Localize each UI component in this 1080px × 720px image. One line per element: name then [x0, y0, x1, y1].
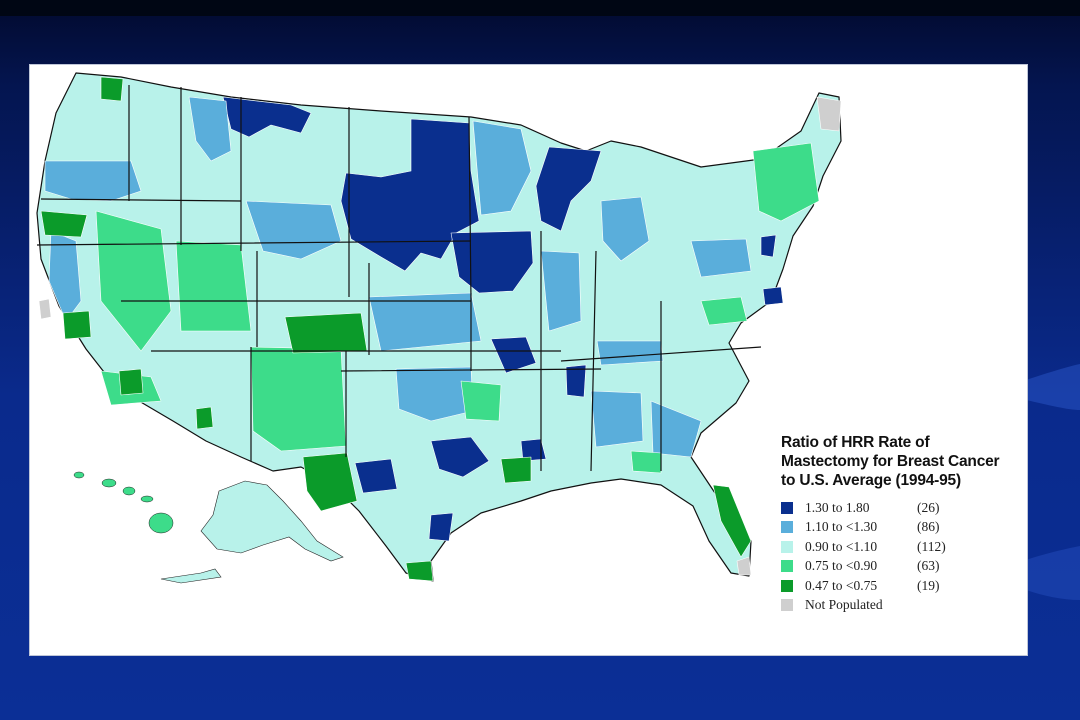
region-very-low-wa — [100, 76, 124, 102]
region-low-nevada — [95, 210, 172, 352]
region-high-georgia — [650, 400, 702, 458]
legend-range-label: 1.10 to <1.30 — [805, 519, 878, 535]
region-very-low-florida — [712, 484, 752, 558]
region-very-high-texas-ne — [430, 436, 490, 478]
legend-count-label: (63) — [917, 558, 940, 574]
alaska-inset — [160, 480, 344, 584]
slide-top-bar — [0, 0, 1080, 16]
region-very-high-iowa — [450, 230, 534, 294]
region-very-low-ca-central — [62, 310, 92, 340]
region-very-high-arkansas — [520, 438, 547, 462]
legend-item: 0.90 to <1.10 (112) — [781, 537, 1011, 557]
region-high-minnesota — [472, 120, 532, 216]
region-very-high-nj — [760, 234, 777, 258]
region-very-low-texas-w — [302, 452, 358, 512]
region-very-high-md — [762, 286, 784, 306]
region-very-low-texas-s — [405, 560, 434, 582]
region-high-michigan — [600, 196, 650, 262]
legend-items: 1.30 to 1.80 (26) 1.10 to <1.30 (86) 0.9… — [781, 498, 1011, 615]
region-high-washington — [44, 160, 142, 202]
region-very-high-montana — [222, 96, 312, 138]
region-very-low-socal — [118, 368, 144, 396]
region-very-high-texas-s — [428, 512, 454, 542]
region-low-new-england — [752, 142, 820, 222]
legend-range-label: 0.47 to <0.75 — [805, 577, 878, 593]
region-very-high-dakotas — [340, 118, 480, 272]
region-not-populated-ca — [38, 298, 52, 320]
legend-swatch — [781, 501, 793, 514]
region-high-alabama — [590, 390, 644, 448]
region-low-texas-c — [460, 380, 502, 422]
region-high-idaho — [188, 96, 232, 162]
legend-swatch — [781, 521, 793, 534]
region-low-virginia — [700, 296, 748, 326]
map-figure-panel: Ratio of HRR Rate of Mastectomy for Brea… — [29, 64, 1028, 656]
us-hrr-choropleth-map — [36, 72, 842, 584]
region-high-illinois — [540, 250, 582, 332]
legend-range-label: 0.90 to <1.10 — [805, 538, 878, 554]
region-very-high-wisconsin — [535, 146, 602, 232]
region-high-kansas — [368, 292, 482, 352]
legend-swatch — [781, 599, 793, 612]
region-not-populated-maine — [816, 96, 842, 132]
legend-item: 0.47 to <0.75 (19) — [781, 576, 1011, 596]
legend-count-label: (26) — [917, 499, 940, 515]
region-high-tennessee — [596, 340, 664, 366]
region-low-utah — [175, 240, 252, 332]
region-high-oklahoma — [395, 366, 474, 422]
legend-count-label: (112) — [917, 538, 946, 554]
legend-swatch — [781, 579, 793, 592]
legend-swatch — [781, 540, 793, 553]
legend-item: 1.10 to <1.30 (86) — [781, 518, 1011, 538]
legend-title: Ratio of HRR Rate of Mastectomy for Brea… — [781, 434, 1000, 489]
legend-range-label: Not Populated — [805, 597, 883, 613]
region-not-populated-florida — [736, 556, 752, 576]
legend-item: 0.75 to <0.90 (63) — [781, 557, 1011, 577]
legend-item: Not Populated — [781, 596, 1011, 616]
state-boundaries — [36, 85, 762, 472]
region-high-california — [48, 230, 82, 322]
legend-count-label: (19) — [917, 577, 940, 593]
map-legend: Ratio of HRR Rate of Mastectomy for Brea… — [781, 433, 1011, 615]
region-very-low-louisiana — [500, 456, 532, 484]
region-very-high-texas-w — [354, 458, 398, 494]
region-high-pennsylvania — [690, 238, 752, 278]
region-low-georgia — [630, 450, 662, 474]
region-very-low-nw-ca — [40, 210, 88, 238]
legend-swatch — [781, 560, 793, 573]
legend-count-label: (86) — [917, 519, 940, 535]
region-low-new-mexico — [250, 346, 347, 452]
region-very-high-mississippi — [565, 364, 587, 398]
legend-range-label: 0.75 to <0.90 — [805, 558, 878, 574]
region-very-low-arizona — [195, 406, 214, 430]
region-very-low-colorado — [284, 312, 368, 354]
region-very-high-missouri — [490, 336, 537, 374]
legend-item: 1.30 to 1.80 (26) — [781, 498, 1011, 518]
legend-range-label: 1.30 to 1.80 — [805, 499, 870, 515]
hawaii-inset — [73, 471, 174, 534]
